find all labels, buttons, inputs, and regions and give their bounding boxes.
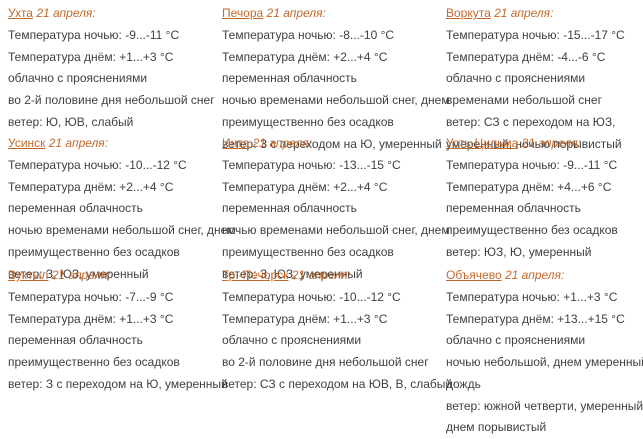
city-header: Воркута 21 апреля: xyxy=(446,3,643,25)
city-link[interactable]: Усть-Цильма xyxy=(446,136,519,150)
forecast-line: ветер: З с переходом на Ю, умеренный xyxy=(8,376,228,391)
forecast-line: ветер: З с переходом на Ю, умеренный xyxy=(222,136,442,151)
city-forecast-block: Усинск 21 апреля: Температура ночью: -10.… xyxy=(8,133,236,281)
forecast-line: Температура ночью: -15...-17 °С xyxy=(446,27,625,42)
forecast-line: временами небольшой снег xyxy=(446,93,602,107)
city-link[interactable]: Печора xyxy=(222,6,264,20)
city-link[interactable]: Воркута xyxy=(446,6,491,20)
forecast-date: 21 апреля: xyxy=(249,136,312,150)
forecast-line: Температура днём: -4...-6 °С xyxy=(446,49,606,64)
forecast-line: Температура ночью: -7...-9 °С xyxy=(8,289,174,304)
forecast-line: облачно с прояснениями xyxy=(222,333,362,348)
forecast-line: преимущественно без осадков xyxy=(8,244,180,259)
forecast-line: Температура днём: +4...+6 °С xyxy=(446,179,612,194)
city-forecast-block: Тр.-Печорск 21 апреля: Температура ночью:… xyxy=(222,265,453,439)
forecast-date: 21 апреля: xyxy=(490,6,554,20)
forecast-line: Температура днём: +13...+15 °С xyxy=(446,311,625,326)
forecast-line: Температура ночью: -8...-10 °С xyxy=(222,27,395,42)
forecast-line: переменная облачность xyxy=(222,201,357,216)
forecast-date: 21 апреля: xyxy=(263,6,326,20)
forecast-line: умеренный, ночью порывистый xyxy=(446,136,622,151)
forecast-date: 21 апреля: xyxy=(518,136,581,150)
city-link[interactable]: Усинск xyxy=(8,136,46,150)
forecast-line: переменная облачность xyxy=(222,71,357,86)
forecast-line: Температура ночью: -13...-15 °С xyxy=(222,157,401,172)
forecast-line: Температура ночью: -9...-11 °С xyxy=(8,27,180,42)
city-link[interactable]: Ухта xyxy=(8,6,33,20)
forecast-line: во 2-й половине дня небольшой снег xyxy=(8,93,215,107)
forecast-date: 21 апреля: xyxy=(45,136,109,150)
forecast-line: преимущественно без осадков xyxy=(446,223,618,237)
city-header: Вуктыл 21 апреля: xyxy=(8,265,222,287)
city-forecast-block: Воркута 21 апреля: Температура ночью: -15… xyxy=(446,3,643,151)
forecast-line: облачно с прояснениями xyxy=(8,71,148,86)
forecast-line: преимущественно без осадков xyxy=(222,244,394,259)
forecast-line: Температура днём: +2...+4 °С xyxy=(222,49,388,64)
forecast-line: Температура днём: +1...+3 °С xyxy=(8,49,174,64)
city-link[interactable]: Объячево xyxy=(446,268,502,282)
forecast-line: преимущественно без осадков xyxy=(222,114,394,129)
forecast-date: 21 апреля: xyxy=(48,268,112,282)
forecast-line: ветер: СЗ с переходом на ЮВ, В, слабый xyxy=(222,376,453,391)
forecast-date: 21 апреля: xyxy=(288,268,352,282)
forecast-line: дождь xyxy=(446,376,481,391)
city-header: Объячево 21 апреля: xyxy=(446,265,643,287)
city-header: Тр.-Печорск 21 апреля: xyxy=(222,265,446,287)
forecast-line: Температура днём: +1...+3 °С xyxy=(8,311,174,326)
forecast-line: Температура днём: +2...+4 °С xyxy=(222,179,388,194)
forecast-line: ветер: ЮЗ, Ю, умеренный xyxy=(446,244,592,259)
city-header: Ухта 21 апреля: xyxy=(8,3,222,25)
city-forecast-block: Ухта 21 апреля: Температура ночью: -9...-… xyxy=(8,3,222,133)
forecast-date: 21 апреля: xyxy=(501,268,565,282)
city-forecast-block: Печора 21 апреля: Температура ночью: -8..… xyxy=(222,3,450,151)
forecast-line: Температура днём: +2...+4 °С xyxy=(8,179,174,194)
forecast-line: Температура ночью: -10...-12 °С xyxy=(8,157,187,172)
city-link[interactable]: Тр.-Печорск xyxy=(222,268,289,282)
forecast-line: ветер: З, ЮЗ, умеренный xyxy=(8,266,149,281)
forecast-line: Температура ночью: -9...-11 °С xyxy=(446,157,618,172)
forecast-line: ночью небольшой, днем умеренный xyxy=(446,355,643,369)
forecast-line: Температура днём: +1...+3 °С xyxy=(222,311,388,326)
city-header: Усть-Цильма 21 апреля: xyxy=(446,133,643,155)
forecast-line: переменная облачность xyxy=(8,333,143,348)
city-link[interactable]: Вуктыл xyxy=(8,268,49,282)
city-header: Печора 21 апреля: xyxy=(222,3,446,25)
city-forecast-block: Усть-Цильма 21 апреля: Температура ночью:… xyxy=(446,133,643,265)
city-forecast-block: Инта 21 апреля: Температура ночью: -13...… xyxy=(222,133,450,281)
forecast-line: Температура ночью: +1...+3 °С xyxy=(446,289,618,304)
city-forecast-block: Вуктыл 21 апреля: Температура ночью: -7..… xyxy=(8,265,228,439)
forecast-line: днем порывистый xyxy=(446,420,547,435)
forecast-line: облачно с прояснениями xyxy=(446,333,586,348)
forecast-line: Температура ночью: -10...-12 °С xyxy=(222,289,401,304)
forecast-line: ветер: СЗ с переходом на ЮЗ, xyxy=(446,114,616,129)
forecast-line: ночью временами небольшой снег, днем xyxy=(222,223,450,237)
forecast-line: ветер: Ю, ЮВ, слабый xyxy=(8,114,134,129)
forecast-line: ночью временами небольшой снег, днем xyxy=(8,223,236,237)
city-forecast-block: Объячево 21 апреля: Температура ночью: +1… xyxy=(446,265,643,439)
forecast-line: ночью временами небольшой снег, днем xyxy=(222,93,450,107)
forecast-line: ветер: южной четверти, умеренный, xyxy=(446,398,643,413)
forecast-date: 21 апреля: xyxy=(32,6,96,20)
city-header: Инта 21 апреля: xyxy=(222,133,446,155)
forecast-line: переменная облачность xyxy=(446,201,581,216)
forecast-line: переменная облачность xyxy=(8,201,143,216)
forecast-line: во 2-й половине дня небольшой снег xyxy=(222,355,429,369)
city-header: Усинск 21 апреля: xyxy=(8,133,222,155)
city-link[interactable]: Инта xyxy=(222,136,250,150)
forecast-line: преимущественно без осадков xyxy=(8,355,180,369)
forecast-line: облачно с прояснениями xyxy=(446,71,586,86)
forecast-line: ветер: З, ЮЗ, умеренный xyxy=(222,266,363,281)
